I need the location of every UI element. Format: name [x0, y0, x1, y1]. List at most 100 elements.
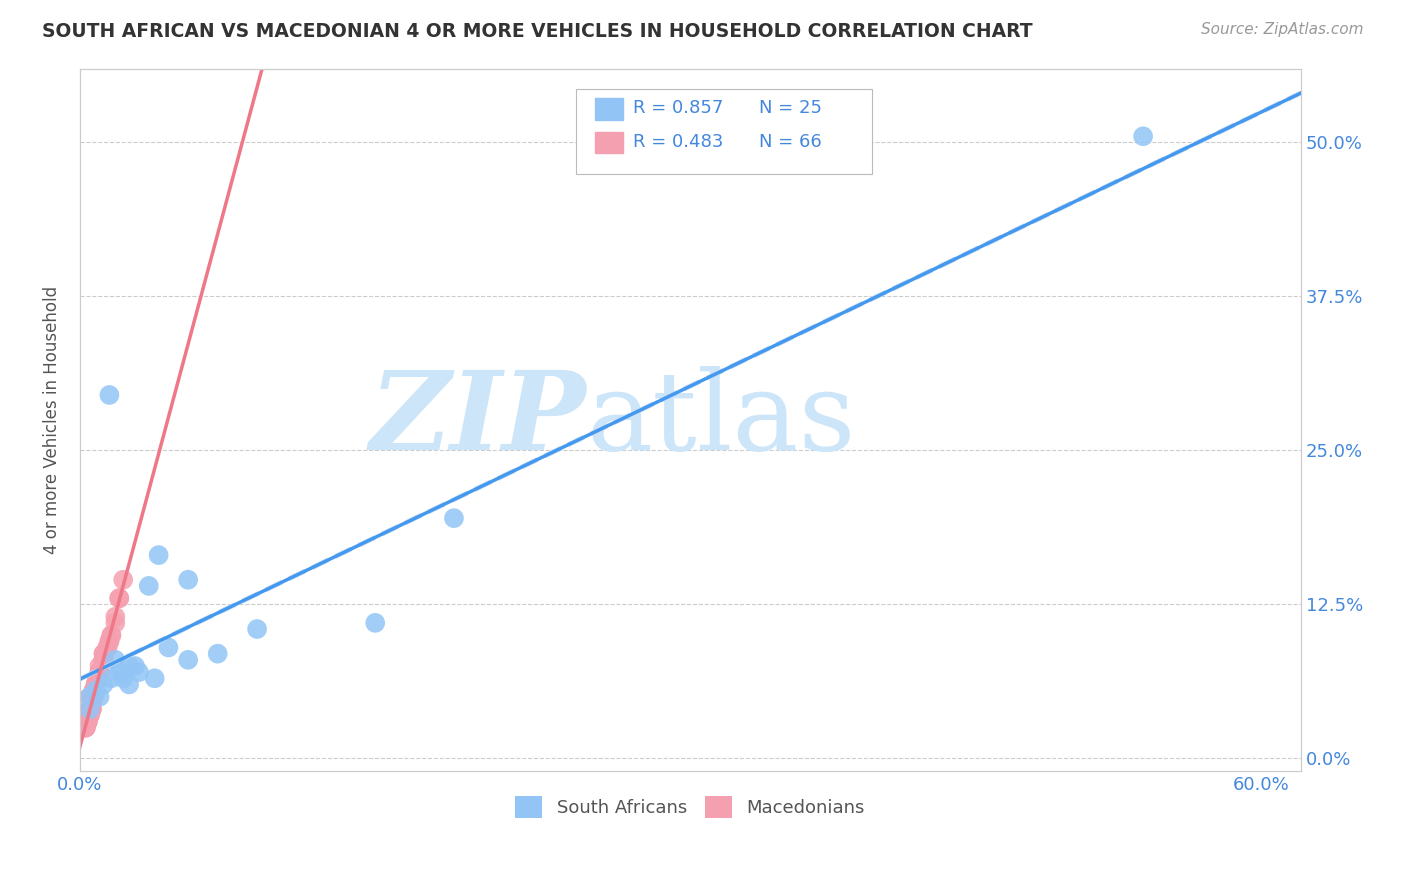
Point: [177, 573, 200, 587]
Y-axis label: 4 or more Vehicles in Household: 4 or more Vehicles in Household: [44, 285, 60, 554]
Text: ZIP: ZIP: [370, 366, 586, 474]
Point: [89, 665, 111, 680]
Point: [84, 677, 107, 691]
Point: [93, 653, 115, 667]
Point: [79, 702, 101, 716]
Point: [76, 714, 98, 729]
Point: [96, 640, 118, 655]
Text: atlas: atlas: [586, 366, 856, 473]
Point: [83, 690, 105, 704]
Text: R = 0.483: R = 0.483: [633, 133, 723, 151]
Point: [79, 708, 101, 723]
Point: [84, 677, 107, 691]
Point: [118, 659, 141, 673]
Point: [104, 615, 127, 630]
Point: [80, 702, 103, 716]
Point: [80, 702, 103, 716]
Text: R = 0.857: R = 0.857: [633, 99, 723, 117]
Point: [86, 671, 108, 685]
Point: [93, 677, 115, 691]
Point: [75, 721, 97, 735]
Point: [76, 714, 98, 729]
Point: [96, 640, 118, 655]
Point: [76, 708, 98, 723]
Point: [93, 647, 115, 661]
Point: [93, 653, 115, 667]
Point: [75, 721, 97, 735]
Text: N = 25: N = 25: [759, 99, 823, 117]
Point: [79, 702, 101, 716]
Point: [112, 671, 135, 685]
Point: [79, 708, 101, 723]
Legend: South Africans, Macedonians: South Africans, Macedonians: [508, 789, 872, 825]
Point: [108, 591, 131, 606]
Point: [84, 683, 107, 698]
Point: [84, 683, 107, 698]
Point: [89, 690, 111, 704]
Point: [112, 573, 135, 587]
Point: [207, 647, 229, 661]
Point: [79, 690, 101, 704]
Text: N = 66: N = 66: [759, 133, 823, 151]
Point: [76, 708, 98, 723]
Text: Source: ZipAtlas.com: Source: ZipAtlas.com: [1201, 22, 1364, 37]
Point: [76, 714, 98, 729]
Point: [93, 653, 115, 667]
Point: [80, 702, 103, 716]
Point: [84, 677, 107, 691]
Point: [1132, 129, 1154, 144]
Point: [108, 665, 131, 680]
Point: [76, 714, 98, 729]
Point: [79, 702, 101, 716]
Point: [148, 548, 170, 562]
Text: SOUTH AFRICAN VS MACEDONIAN 4 OR MORE VEHICLES IN HOUSEHOLD CORRELATION CHART: SOUTH AFRICAN VS MACEDONIAN 4 OR MORE VE…: [42, 22, 1033, 41]
Point: [79, 690, 101, 704]
Point: [157, 640, 180, 655]
Point: [98, 634, 121, 648]
Point: [443, 511, 465, 525]
Point: [104, 653, 127, 667]
Point: [89, 665, 111, 680]
Point: [80, 696, 103, 710]
Point: [100, 671, 122, 685]
Point: [128, 665, 150, 680]
Point: [83, 690, 105, 704]
Point: [79, 708, 101, 723]
Point: [83, 683, 105, 698]
Point: [84, 677, 107, 691]
Point: [86, 671, 108, 685]
Point: [124, 659, 146, 673]
Point: [138, 579, 160, 593]
Point: [98, 388, 121, 402]
Point: [89, 665, 111, 680]
Point: [80, 696, 103, 710]
Point: [108, 591, 131, 606]
Point: [93, 647, 115, 661]
Point: [84, 683, 107, 698]
Point: [86, 671, 108, 685]
Point: [118, 677, 141, 691]
Point: [79, 702, 101, 716]
Point: [100, 628, 122, 642]
Point: [75, 714, 97, 729]
Point: [80, 696, 103, 710]
Point: [80, 702, 103, 716]
Point: [83, 690, 105, 704]
Point: [86, 671, 108, 685]
Point: [83, 683, 105, 698]
Point: [246, 622, 269, 636]
Point: [75, 721, 97, 735]
Point: [89, 665, 111, 680]
Point: [83, 683, 105, 698]
Point: [80, 702, 103, 716]
Point: [143, 671, 166, 685]
Point: [98, 634, 121, 648]
Point: [86, 671, 108, 685]
Point: [364, 615, 387, 630]
Point: [75, 714, 97, 729]
Point: [177, 653, 200, 667]
Point: [104, 609, 127, 624]
Point: [100, 628, 122, 642]
Point: [75, 714, 97, 729]
Point: [89, 659, 111, 673]
